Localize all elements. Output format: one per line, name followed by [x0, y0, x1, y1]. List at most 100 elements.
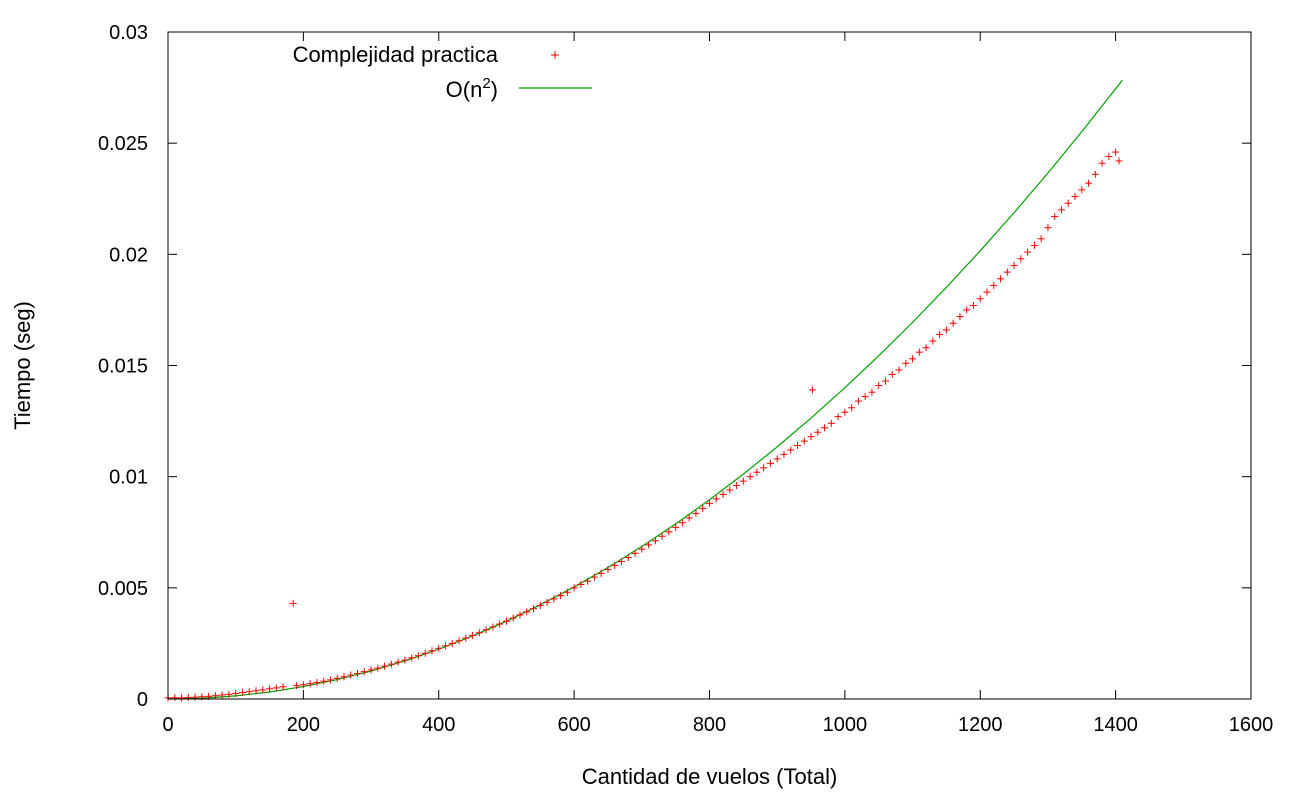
scatter-point	[455, 637, 463, 645]
scatter-point	[360, 668, 368, 676]
scatter-point	[1017, 255, 1025, 263]
scatter-point	[550, 595, 558, 603]
scatter-point	[1037, 235, 1045, 243]
scatter-point	[597, 569, 605, 577]
scatter-point	[313, 679, 321, 687]
scatter-point	[530, 605, 538, 613]
scatter-point	[969, 301, 977, 309]
scatter-point	[326, 676, 334, 684]
scatter-point	[854, 397, 862, 405]
scatter-point	[875, 382, 883, 390]
scatter-point	[841, 408, 849, 416]
scatter-point	[760, 464, 768, 472]
scatter-point	[428, 647, 436, 655]
scatter-point	[868, 388, 876, 396]
scatter-point	[482, 626, 490, 634]
x-tick-label: 1600	[1229, 714, 1274, 736]
scatter-point	[808, 386, 816, 394]
scatter-point	[949, 319, 957, 327]
scatter-point	[333, 674, 341, 682]
y-tick-label: 0.01	[109, 467, 148, 489]
scatter-point	[1078, 186, 1086, 194]
scatter-point	[1030, 241, 1038, 249]
scatter-point	[381, 662, 389, 670]
scatter-point	[475, 629, 483, 637]
scatter-point	[881, 377, 889, 385]
plot-area	[164, 79, 1123, 702]
scatter-point	[942, 326, 950, 334]
scatter-point	[489, 623, 497, 631]
scatter-point	[983, 288, 991, 296]
y-tick-label: 0.025	[98, 133, 148, 155]
scatter-point	[469, 631, 477, 639]
scatter-point	[651, 537, 659, 545]
scatter-point	[218, 691, 226, 699]
scatter-point	[340, 673, 348, 681]
scatter-point	[1112, 148, 1120, 156]
scatter-point	[1024, 248, 1032, 256]
x-tick-label: 200	[287, 714, 320, 736]
scatter-point	[807, 433, 815, 441]
scatter-point	[289, 599, 297, 607]
scatter-point	[814, 428, 822, 436]
scatter-point	[861, 393, 869, 401]
scatter-point	[618, 558, 626, 566]
x-tick-label: 600	[557, 714, 590, 736]
scatter-point	[746, 473, 754, 481]
scatter-point	[570, 584, 578, 592]
scatter-point	[387, 660, 395, 668]
scatter-point	[1085, 179, 1093, 187]
scatter-point	[414, 652, 422, 660]
scatter-point	[259, 686, 267, 694]
scatter-point	[577, 580, 585, 588]
scatter-point	[780, 450, 788, 458]
scatter-point	[1044, 224, 1052, 232]
scatter-point	[726, 486, 734, 494]
y-tick-label: 0	[137, 689, 148, 711]
x-axis-label: Cantidad de vuelos (Total)	[582, 764, 838, 789]
scatter-point	[604, 566, 612, 574]
scatter-point	[448, 639, 456, 647]
axis-ticks	[167, 31, 1252, 700]
legend-entry-o-n2: O(n2)	[446, 75, 498, 102]
scatter-point	[279, 683, 287, 691]
y-tick-label: 0.005	[98, 578, 148, 600]
scatter-point	[936, 330, 944, 338]
scatter-point	[638, 545, 646, 553]
scatter-point	[773, 455, 781, 463]
scatter-point	[915, 348, 923, 356]
scatter-point	[787, 446, 795, 454]
scatter-point	[435, 644, 443, 652]
scatter-point	[685, 514, 693, 522]
legend-marker-plus	[551, 51, 559, 59]
y-tick-label: 0.015	[98, 356, 148, 378]
scatter-point	[320, 677, 328, 685]
scatter-point	[543, 598, 551, 606]
y-tick-label: 0.02	[109, 244, 148, 266]
scatter-point	[1064, 199, 1072, 207]
scatter-point	[848, 404, 856, 412]
scatter-point	[922, 344, 930, 352]
x-tick-label: 400	[422, 714, 455, 736]
scatter-point	[394, 658, 402, 666]
legend: Complejidad practica O(n2)	[293, 42, 592, 102]
scatter-point	[645, 541, 653, 549]
scatter-point	[516, 611, 524, 619]
scatter-point	[238, 689, 246, 697]
scatter-point	[211, 692, 219, 700]
scatter-point	[354, 669, 362, 677]
scatter-point	[590, 573, 598, 581]
legend-entry-complejidad-practica: Complejidad practica	[293, 42, 499, 67]
scatter-point	[1115, 157, 1123, 165]
scatter-point	[692, 509, 700, 517]
scatter-point	[1051, 213, 1059, 221]
scatter-point	[678, 519, 686, 527]
x-tick-label: 1400	[1093, 714, 1138, 736]
scatter-point	[888, 370, 896, 378]
scatter-point	[557, 592, 565, 600]
scatter-point	[252, 687, 260, 695]
scatter-point	[496, 620, 504, 628]
scatter-point	[712, 495, 720, 503]
scatter-point	[827, 419, 835, 427]
